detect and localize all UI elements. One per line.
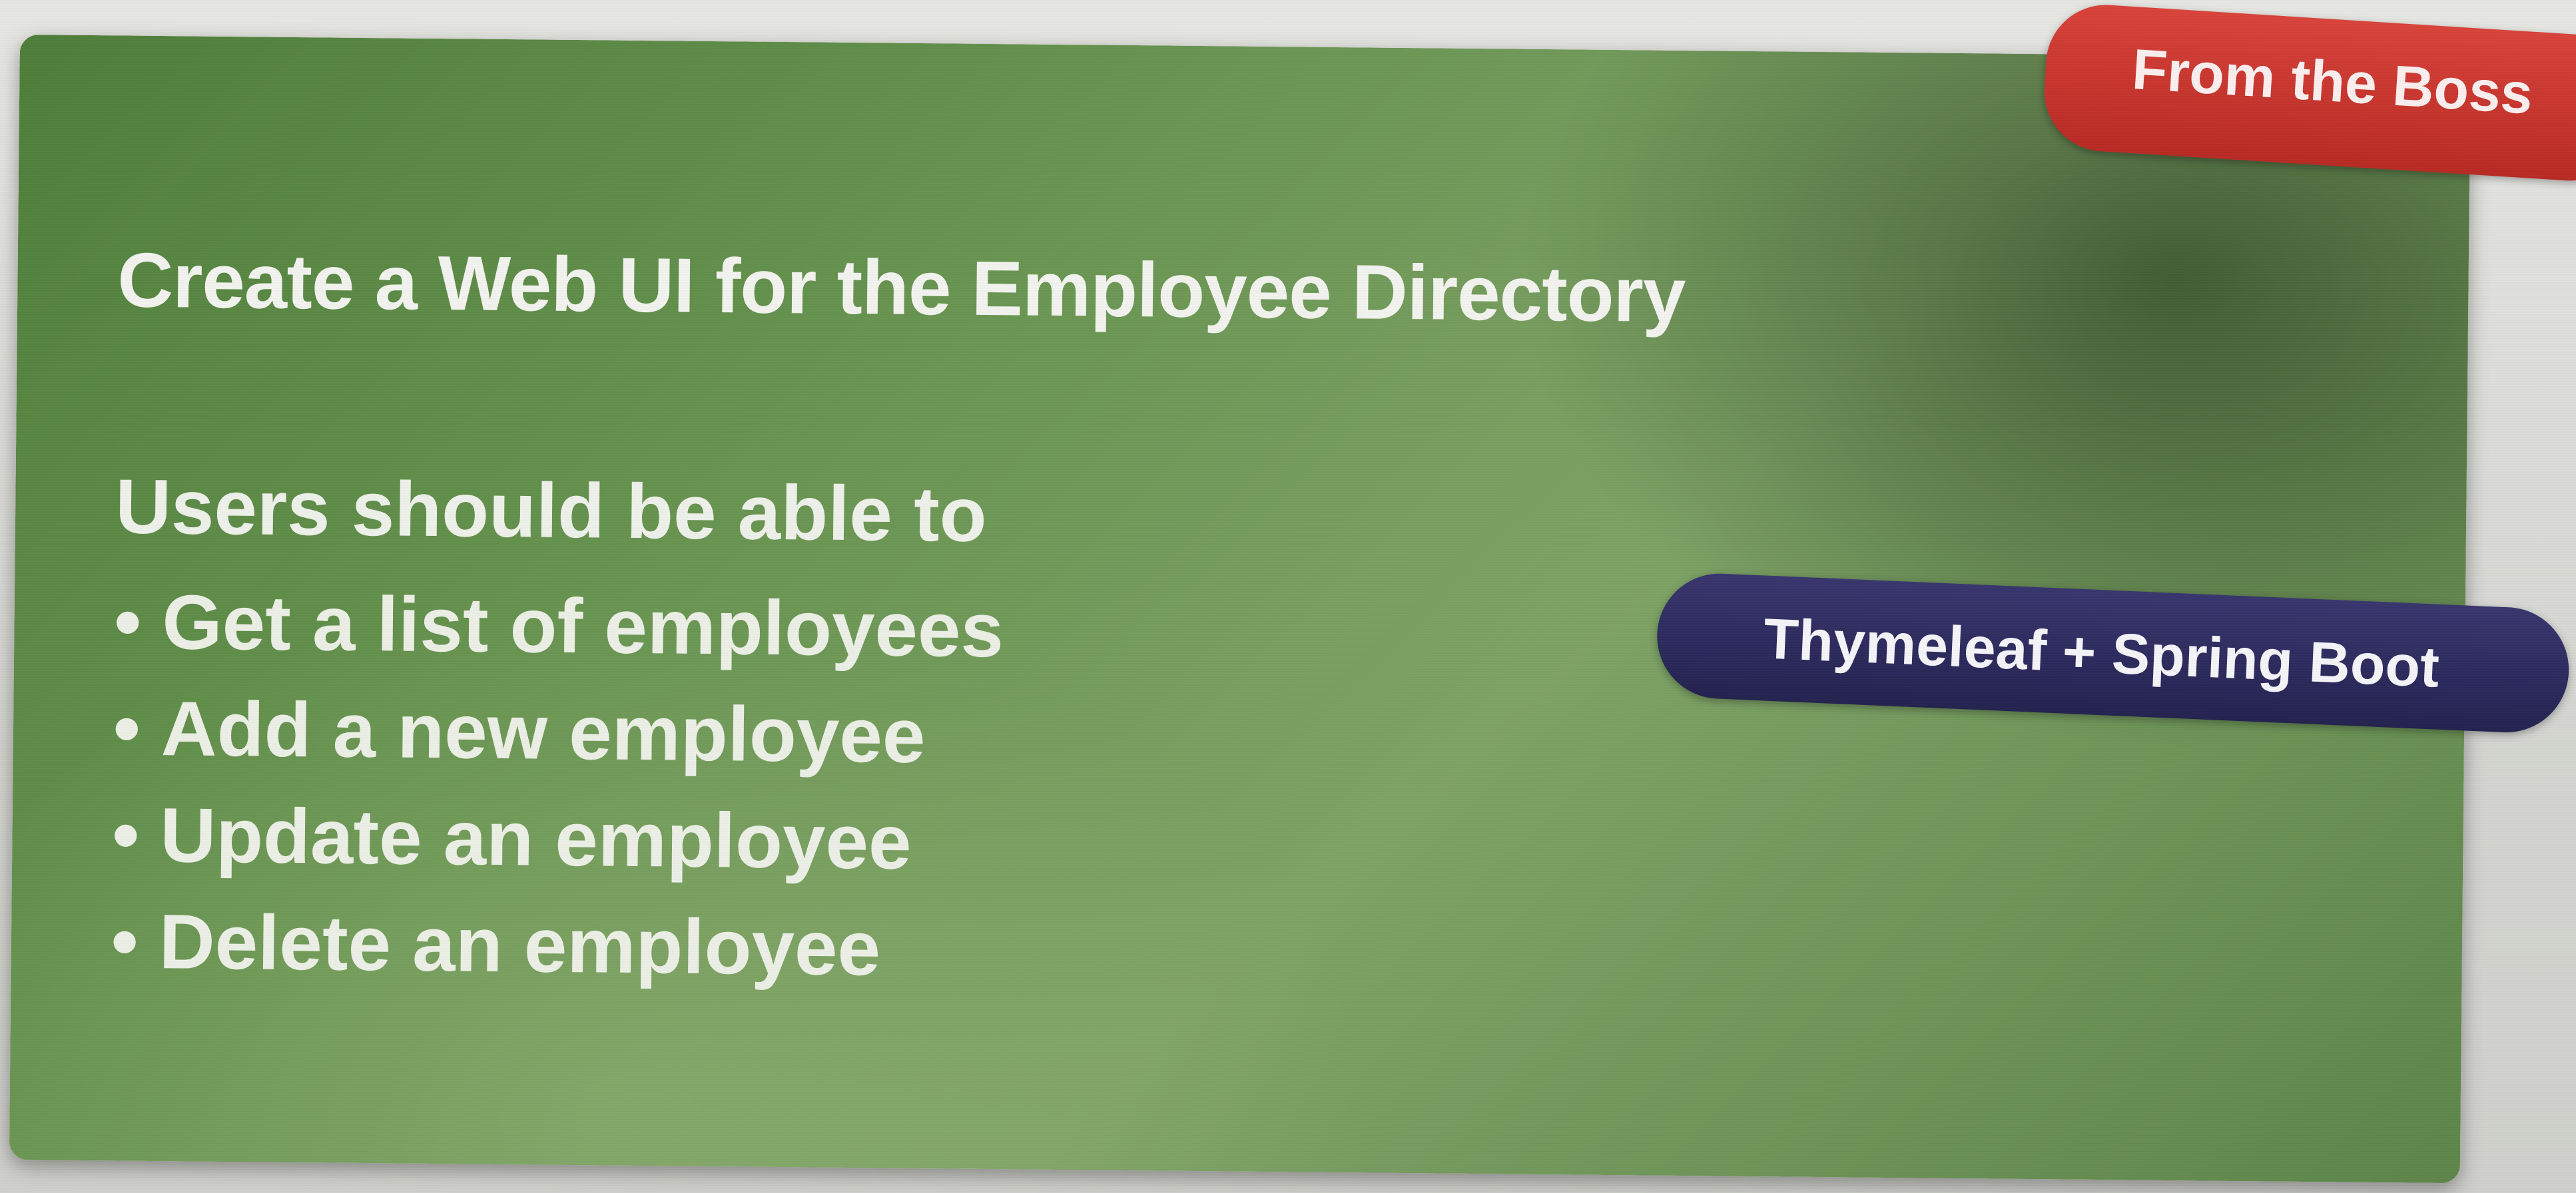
bullet-icon: • [113,578,142,665]
section-heading: Users should be able to [115,463,988,558]
list-item: • Update an employee [112,781,1002,896]
feature-list: • Get a list of employees • Add a new empl… [111,568,1004,1003]
list-item-label: Add a new employee [161,685,926,780]
list-item-label: Delete an employee [159,898,881,992]
bullet-icon: • [113,684,141,772]
slide-card: Create a Web UI for the Employee Directo… [9,35,2572,1184]
bullet-icon: • [111,791,140,878]
bullet-icon: • [111,897,139,985]
tech-stack-badge: Thymeleaf + Spring Boot [1654,571,2572,736]
list-item-label: Update an employee [159,792,912,885]
list-item: • Add a new employee [113,674,1003,790]
list-item: • Delete an employee [111,887,1001,1003]
from-the-boss-label: From the Boss [2130,37,2535,126]
tech-stack-label: Thymeleaf + Spring Boot [1762,606,2441,700]
list-item: • Get a list of employees [114,568,1004,683]
list-item-label: Get a list of employees [161,579,1004,674]
slide-title: Create a Web UI for the Employee Directo… [117,236,1686,339]
